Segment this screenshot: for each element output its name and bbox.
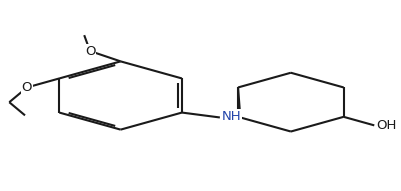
Text: NH: NH [222,110,241,123]
Text: O: O [85,45,95,57]
Text: O: O [22,81,32,94]
Text: OH: OH [376,119,397,132]
